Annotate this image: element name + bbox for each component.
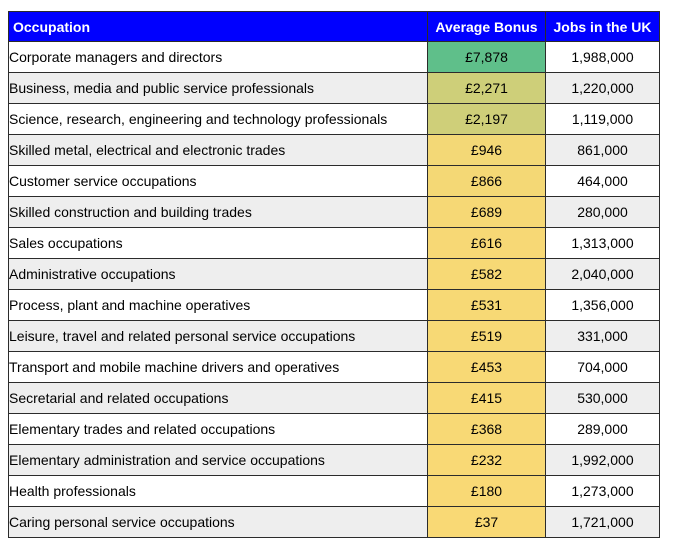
jobs-cell: 530,000 [545, 382, 660, 414]
occupation-cell: Health professionals [8, 475, 428, 507]
jobs-cell: 1,988,000 [545, 41, 660, 73]
occupation-cell: Corporate managers and directors [8, 41, 428, 73]
column-header-average-bonus: Average Bonus [427, 11, 546, 42]
table-row: Corporate managers and directors £7,878 1,… [8, 41, 660, 73]
jobs-cell: 289,000 [545, 413, 660, 445]
occupation-cell: Sales occupations [8, 227, 428, 259]
jobs-cell: 1,273,000 [545, 475, 660, 507]
jobs-cell: 1,992,000 [545, 444, 660, 476]
table-row: Skilled metal, electrical and electronic… [8, 134, 660, 166]
column-header-occupation: Occupation [8, 11, 428, 42]
average-bonus-cell: £531 [427, 289, 546, 321]
jobs-cell: 331,000 [545, 320, 660, 352]
table-row: Secretarial and related occupations £415 5… [8, 382, 660, 414]
average-bonus-cell: £2,197 [427, 103, 546, 135]
average-bonus-cell: £519 [427, 320, 546, 352]
average-bonus-cell: £37 [427, 506, 546, 538]
jobs-cell: 2,040,000 [545, 258, 660, 290]
table-row: Caring personal service occupations £37 1,… [8, 506, 660, 538]
table-row: Customer service occupations £866 464,000 [8, 165, 660, 197]
jobs-cell: 1,119,000 [545, 103, 660, 135]
jobs-cell: 1,220,000 [545, 72, 660, 104]
bonus-table: Occupation Average Bonus Jobs in the UK … [8, 11, 660, 538]
jobs-cell: 861,000 [545, 134, 660, 166]
average-bonus-cell: £180 [427, 475, 546, 507]
table-body: Corporate managers and directors £7,878 1,… [8, 41, 660, 538]
table-row: Sales occupations £616 1,313,000 [8, 227, 660, 259]
table-row: Skilled construction and building trades… [8, 196, 660, 228]
occupation-cell: Secretarial and related occupations [8, 382, 428, 414]
average-bonus-cell: £7,878 [427, 41, 546, 73]
occupation-cell: Process, plant and machine operatives [8, 289, 428, 321]
average-bonus-cell: £415 [427, 382, 546, 414]
average-bonus-cell: £616 [427, 227, 546, 259]
occupation-cell: Business, media and public service profe… [8, 72, 428, 104]
occupation-cell: Administrative occupations [8, 258, 428, 290]
average-bonus-cell: £582 [427, 258, 546, 290]
table-row: Elementary administration and service oc… [8, 444, 660, 476]
table-row: Transport and mobile machine drivers and… [8, 351, 660, 383]
jobs-cell: 280,000 [545, 196, 660, 228]
occupation-cell: Skilled construction and building trades [8, 196, 428, 228]
occupation-cell: Customer service occupations [8, 165, 428, 197]
average-bonus-cell: £2,271 [427, 72, 546, 104]
table-row: Administrative occupations £582 2,040,000 [8, 258, 660, 290]
jobs-cell: 464,000 [545, 165, 660, 197]
table-row: Science, research, engineering and techn… [8, 103, 660, 135]
jobs-cell: 1,356,000 [545, 289, 660, 321]
table-row: Leisure, travel and related personal ser… [8, 320, 660, 352]
occupation-cell: Skilled metal, electrical and electronic… [8, 134, 428, 166]
average-bonus-cell: £368 [427, 413, 546, 445]
occupation-cell: Leisure, travel and related personal ser… [8, 320, 428, 352]
table-row: Health professionals £180 1,273,000 [8, 475, 660, 507]
average-bonus-cell: £689 [427, 196, 546, 228]
column-header-jobs: Jobs in the UK [545, 11, 660, 42]
jobs-cell: 704,000 [545, 351, 660, 383]
average-bonus-cell: £453 [427, 351, 546, 383]
table-row: Process, plant and machine operatives £53… [8, 289, 660, 321]
occupation-cell: Science, research, engineering and techn… [8, 103, 428, 135]
occupation-cell: Elementary trades and related occupation… [8, 413, 428, 445]
jobs-cell: 1,721,000 [545, 506, 660, 538]
occupation-cell: Caring personal service occupations [8, 506, 428, 538]
average-bonus-cell: £866 [427, 165, 546, 197]
occupation-cell: Transport and mobile machine drivers and… [8, 351, 428, 383]
average-bonus-cell: £946 [427, 134, 546, 166]
table-row: Elementary trades and related occupation… [8, 413, 660, 445]
table-row: Business, media and public service profe… [8, 72, 660, 104]
jobs-cell: 1,313,000 [545, 227, 660, 259]
header-row: Occupation Average Bonus Jobs in the UK [8, 11, 660, 42]
occupation-cell: Elementary administration and service oc… [8, 444, 428, 476]
average-bonus-cell: £232 [427, 444, 546, 476]
